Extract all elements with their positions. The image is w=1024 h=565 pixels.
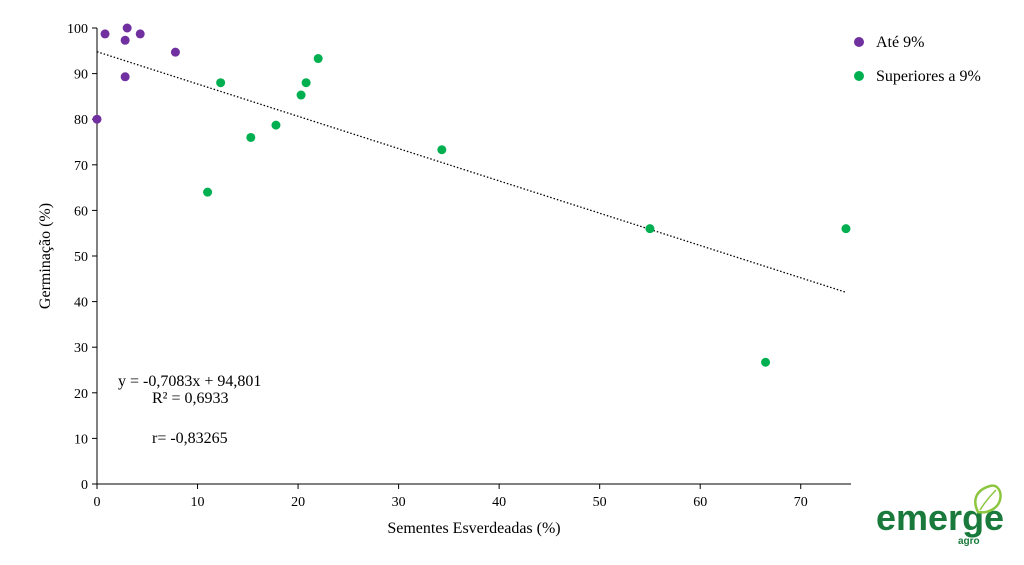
data-point-series-2 <box>313 54 323 64</box>
legend-marker <box>854 71 864 81</box>
correlation-text: r= -0,83265 <box>152 430 228 447</box>
data-point-series-2 <box>296 90 306 100</box>
y-tick-label: 100 <box>67 22 88 37</box>
y-tick-label: 10 <box>74 432 88 447</box>
data-point-series-1 <box>122 23 132 33</box>
legend: Até 9% Superiores a 9% <box>854 34 981 85</box>
x-tick-label: 10 <box>191 495 205 510</box>
logo-wordmark: emerge <box>876 497 1004 538</box>
data-point-series-2 <box>203 187 213 197</box>
y-axis-title: Germinação (%) <box>37 203 54 309</box>
r-squared-text: R² = 0,6933 <box>152 390 229 407</box>
x-tick-label: 50 <box>593 495 607 510</box>
data-point-series-2 <box>301 78 311 88</box>
data-point-series-2 <box>761 357 771 367</box>
data-point-series-1 <box>135 29 145 39</box>
y-tick-label: 80 <box>74 113 88 128</box>
data-point-series-2 <box>271 120 281 130</box>
emerge-logo: emerge agro <box>876 484 1004 547</box>
x-ticks: 0 10 20 30 40 50 60 70 <box>94 484 808 510</box>
data-point-series-2 <box>841 224 851 234</box>
y-ticks: 0 10 20 30 40 50 60 70 80 90 100 <box>67 22 97 493</box>
data-points <box>92 23 851 367</box>
x-axis-title: Sementes Esverdeadas (%) <box>387 520 560 537</box>
data-point-series-2 <box>216 78 226 88</box>
y-tick-label: 50 <box>74 250 88 265</box>
data-point-series-2 <box>246 132 256 142</box>
y-tick-label: 40 <box>74 296 88 311</box>
data-point-series-2 <box>437 145 447 155</box>
y-tick-label: 30 <box>74 341 88 356</box>
data-point-series-1 <box>120 72 130 82</box>
equation-text: y = -0,7083x + 94,801 <box>118 373 261 390</box>
x-tick-label: 40 <box>492 495 506 510</box>
x-tick-label: 20 <box>291 495 305 510</box>
data-point-series-1 <box>170 47 180 57</box>
legend-marker <box>854 37 864 47</box>
axes <box>96 28 851 485</box>
trendline <box>96 51 847 293</box>
legend-label: Até 9% <box>876 34 924 51</box>
data-point-series-1 <box>100 29 110 39</box>
y-tick-label: 60 <box>74 204 88 219</box>
y-tick-label: 0 <box>81 478 88 493</box>
data-point-series-2 <box>645 224 655 234</box>
y-tick-label: 20 <box>74 387 88 402</box>
regression-annotation: y = -0,7083x + 94,801 R² = 0,6933 r= -0,… <box>118 373 261 447</box>
x-tick-label: 70 <box>794 495 808 510</box>
leaf-icon <box>974 484 1002 514</box>
x-tick-label: 60 <box>693 495 707 510</box>
data-point-series-1 <box>120 35 130 45</box>
x-tick-label: 30 <box>392 495 406 510</box>
y-tick-label: 70 <box>74 159 88 174</box>
y-tick-label: 90 <box>74 68 88 83</box>
x-tick-label: 0 <box>94 495 101 510</box>
legend-label: Superiores a 9% <box>876 68 981 85</box>
logo-subtext: agro <box>958 536 980 547</box>
data-point-series-1 <box>92 114 102 124</box>
